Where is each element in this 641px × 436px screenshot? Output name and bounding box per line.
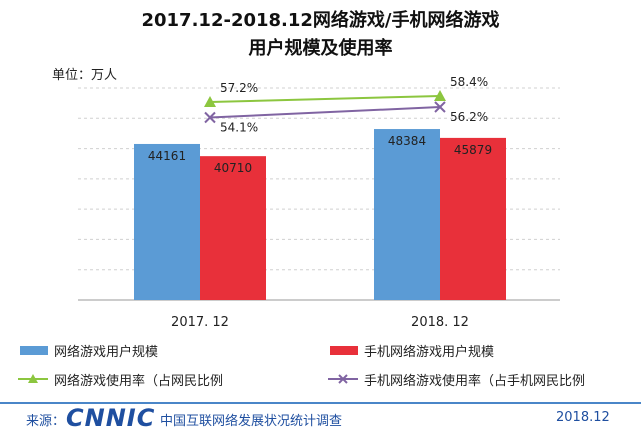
legend-label-line1: 网络游戏使用率（占网民比例: [54, 373, 224, 389]
bar-value-label: 44161: [148, 149, 186, 163]
chart-title-line1: 2017.12-2018.12网络游戏/手机网络游戏: [141, 10, 500, 31]
bar-series2: [200, 156, 266, 300]
rate-value-label: 57.2%: [220, 81, 258, 95]
chart-title-line2: 用户规模及使用率: [248, 38, 393, 59]
rate-marker-x: [434, 101, 446, 113]
legend-label-line2: 手机网络游戏使用率（占手机网民比例: [364, 373, 586, 389]
legend-item-bar1: 网络游戏用户规模: [20, 341, 159, 360]
rate-marker-triangle: [434, 90, 446, 101]
bar-series1: [134, 143, 200, 300]
footer-divider: [0, 402, 641, 404]
x-tick-label: 2018. 12: [411, 315, 469, 330]
x-tick-label: 2017. 12: [171, 315, 229, 330]
bar-value-label: 40710: [214, 161, 252, 175]
legend-swatch-bar1: [20, 345, 48, 355]
bar-series2: [440, 137, 506, 300]
rate-value-label: 54.1%: [220, 121, 258, 135]
bar-series1: [374, 129, 440, 300]
legend-item-line2: 手机网络游戏使用率（占手机网民比例: [328, 370, 586, 389]
rate-line-1: [209, 95, 441, 103]
legend-item-bar2: 手机网络游戏用户规模: [330, 341, 495, 360]
legend-label-bar2: 手机网络游戏用户规模: [364, 344, 495, 360]
legend-swatch-line2: [328, 374, 358, 384]
rate-marker-triangle: [204, 96, 216, 107]
rate-value-label: 56.2%: [450, 110, 488, 124]
rate-value-label: 58.4%: [450, 75, 488, 89]
footer-date: 2018.12: [556, 410, 610, 425]
rate-marker-x: [204, 111, 216, 124]
bar-value-label: 45879: [454, 143, 492, 157]
legend-swatch-line1: [18, 374, 48, 383]
unit-label: 单位：万人: [52, 68, 118, 83]
footer-source-label: 来源：: [26, 414, 66, 429]
rate-line-2: [209, 106, 441, 119]
bar-value-label: 48384: [388, 134, 426, 148]
cnnic-logo: CNNIC: [66, 404, 156, 432]
footer-org-name: 中国互联网络发展状况统计调查: [160, 414, 343, 429]
legend-swatch-bar2: [330, 345, 358, 355]
legend-item-line1: 网络游戏使用率（占网民比例: [18, 370, 224, 389]
legend-label-bar1: 网络游戏用户规模: [54, 344, 159, 360]
